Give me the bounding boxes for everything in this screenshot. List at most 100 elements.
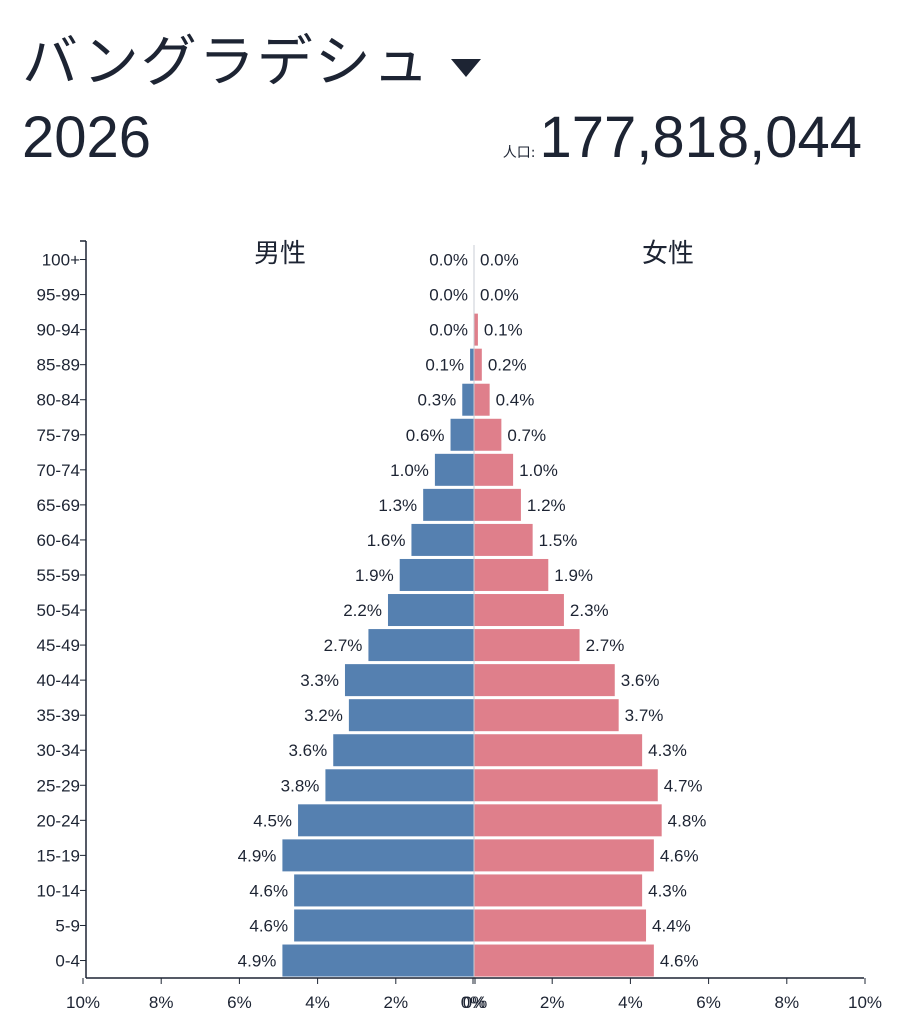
male-value-label: 2.7% [324, 636, 363, 655]
male-bar [282, 944, 474, 977]
male-value-label: 4.6% [249, 881, 288, 900]
female-bar [474, 453, 514, 486]
age-label: 45-49 [37, 636, 80, 655]
female-value-label: 4.8% [668, 811, 707, 830]
female-bar [474, 594, 564, 627]
male-value-label: 0.3% [418, 391, 457, 410]
female-value-label: 2.7% [586, 636, 625, 655]
female-value-label: 1.9% [554, 566, 593, 585]
x-tick-label: 0% [463, 993, 488, 1012]
age-label: 5-9 [55, 916, 80, 935]
caret-down-icon[interactable] [450, 59, 481, 77]
female-bar [474, 874, 643, 907]
age-label: 35-39 [37, 706, 80, 725]
x-tick-label: 8% [775, 993, 800, 1012]
x-tick-label: 10% [848, 993, 882, 1012]
age-label: 40-44 [37, 671, 80, 690]
male-value-label: 1.9% [355, 566, 394, 585]
header: バングラデシュ 2026 人口: 177,818,044 [0, 0, 898, 200]
male-value-label: 3.3% [300, 671, 339, 690]
population-display: 人口: 177,818,044 [503, 103, 862, 173]
male-bar [411, 523, 474, 556]
age-label: 65-69 [37, 496, 80, 515]
male-value-label: 1.3% [378, 496, 417, 515]
male-bar [282, 839, 474, 872]
female-value-label: 4.6% [660, 846, 699, 865]
female-value-label: 0.0% [480, 286, 519, 305]
x-tick-label: 10% [66, 993, 100, 1012]
age-label: 55-59 [37, 566, 80, 585]
x-tick-label: 4% [305, 993, 330, 1012]
male-side-label: 男性 [254, 239, 306, 269]
female-value-label: 4.6% [660, 952, 699, 971]
male-bar [294, 909, 474, 942]
country-name: バングラデシュ [22, 30, 431, 95]
male-bar [450, 418, 474, 451]
x-tick-label: 8% [149, 993, 174, 1012]
male-value-label: 0.6% [406, 426, 445, 445]
female-value-label: 4.4% [652, 916, 691, 935]
male-value-label: 4.5% [253, 811, 292, 830]
male-bar [333, 734, 474, 767]
x-tick-label: 2% [384, 993, 409, 1012]
age-label: 50-54 [37, 601, 80, 620]
country-selector[interactable]: バングラデシュ [22, 28, 481, 98]
age-label: 15-19 [37, 846, 80, 865]
female-bar [474, 734, 643, 767]
female-value-label: 0.1% [484, 321, 523, 340]
male-bar [470, 348, 474, 381]
x-tick-label: 4% [618, 993, 643, 1012]
male-bar [325, 769, 474, 802]
male-bar [344, 664, 474, 697]
male-value-label: 4.9% [238, 846, 277, 865]
population-label: 人口: [502, 145, 536, 161]
male-value-label: 4.6% [249, 916, 288, 935]
female-bar [474, 348, 482, 381]
male-value-label: 2.2% [343, 601, 382, 620]
male-value-label: 1.6% [367, 531, 406, 550]
male-value-label: 3.2% [304, 706, 343, 725]
female-value-label: 2.3% [570, 601, 609, 620]
x-tick-label: 2% [540, 993, 565, 1012]
male-value-label: 3.6% [288, 741, 327, 760]
age-label: 80-84 [37, 391, 80, 410]
male-value-label: 0.0% [429, 251, 468, 270]
male-bar [294, 874, 474, 907]
female-bar [474, 839, 654, 872]
female-value-label: 0.7% [507, 426, 546, 445]
x-tick-label: 6% [227, 993, 252, 1012]
age-label: 90-94 [37, 321, 80, 340]
age-label: 10-14 [37, 881, 80, 900]
female-value-label: 1.0% [519, 461, 558, 480]
age-label: 70-74 [37, 461, 80, 480]
male-bar [434, 453, 474, 486]
female-bar [474, 629, 580, 662]
female-value-label: 1.5% [539, 531, 578, 550]
age-label: 0-4 [55, 952, 80, 971]
female-value-label: 0.0% [480, 251, 519, 270]
female-bar [474, 769, 658, 802]
age-label: 20-24 [37, 811, 80, 830]
age-label: 95-99 [37, 286, 80, 305]
x-tick-label: 0% [461, 993, 486, 1012]
female-side-label: 女性 [642, 239, 694, 269]
female-bar [474, 313, 478, 346]
female-bar [474, 909, 647, 942]
female-bar [474, 699, 619, 732]
age-label: 25-29 [37, 776, 80, 795]
male-bar [399, 558, 474, 591]
female-value-label: 4.3% [648, 881, 687, 900]
female-value-label: 4.7% [664, 776, 703, 795]
female-bar [474, 664, 615, 697]
male-value-label: 0.0% [429, 321, 468, 340]
male-value-label: 3.8% [281, 776, 320, 795]
male-value-label: 0.0% [429, 286, 468, 305]
male-value-label: 4.9% [238, 952, 277, 971]
female-bar [474, 488, 521, 521]
female-bar [474, 418, 502, 451]
female-value-label: 0.4% [496, 391, 535, 410]
female-bar [474, 558, 549, 591]
male-bar [462, 383, 474, 416]
female-bar [474, 523, 533, 556]
